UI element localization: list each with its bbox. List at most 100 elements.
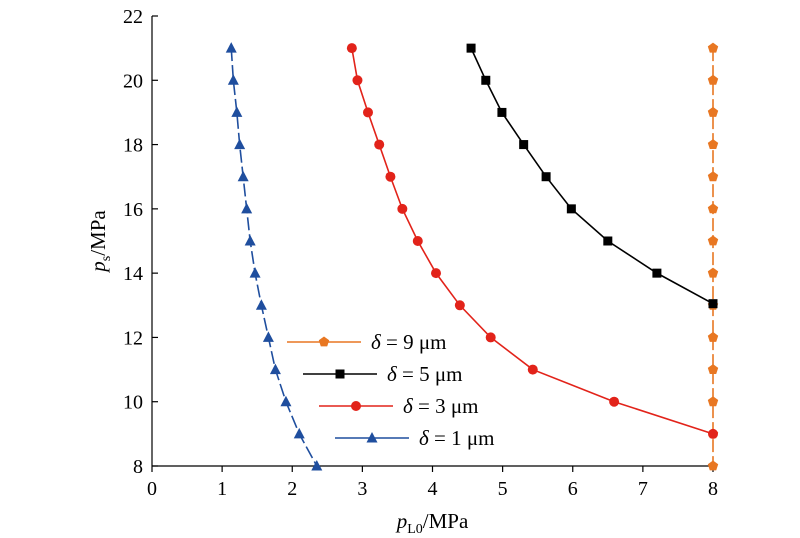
legend-label-symbol: δ <box>371 330 382 354</box>
y-tick-label: 20 <box>123 70 143 92</box>
data-point <box>707 203 719 214</box>
legend-label-symbol: δ <box>387 362 398 386</box>
data-point <box>397 203 408 214</box>
y-tick-label: 16 <box>123 199 143 221</box>
data-point <box>707 139 719 149</box>
legend-label-symbol: δ <box>403 394 414 418</box>
data-point <box>225 42 237 53</box>
data-point <box>541 172 551 182</box>
data-point <box>707 106 719 117</box>
data-point <box>707 42 719 53</box>
data-point <box>707 171 719 182</box>
legend-marker <box>351 401 361 411</box>
data-point <box>454 300 465 311</box>
legend-entry: δ = 1 μm <box>335 426 494 450</box>
data-point <box>241 202 253 214</box>
data-point <box>708 299 718 309</box>
legend-marker <box>318 336 330 347</box>
x-axis-title-main: p <box>395 509 408 533</box>
data-point <box>485 332 496 343</box>
legend-label-value: = 3 μm <box>413 394 479 418</box>
data-point <box>262 331 274 342</box>
data-point <box>280 395 292 407</box>
x-tick-label: 5 <box>498 478 508 500</box>
data-point <box>708 428 718 439</box>
data-point <box>707 396 719 407</box>
x-tick-label: 8 <box>708 478 718 500</box>
data-point <box>244 235 256 246</box>
data-point <box>652 268 662 278</box>
data-point <box>481 75 491 85</box>
data-point <box>255 299 267 310</box>
data-point <box>707 74 719 85</box>
data-point <box>603 236 613 246</box>
x-axis-title-sub: L0 <box>407 522 423 537</box>
series-triangle <box>225 42 323 471</box>
data-point <box>237 170 249 182</box>
data-point <box>231 106 243 117</box>
y-tick-label: 22 <box>123 6 143 28</box>
data-point <box>346 43 357 54</box>
data-point <box>352 75 363 86</box>
legend-label-symbol: δ <box>419 426 430 450</box>
x-axis-title-unit: /MPa <box>423 509 469 533</box>
legend-marker <box>366 432 378 443</box>
y-axis-title-main: p <box>86 261 110 274</box>
y-tick-label: 18 <box>123 135 143 157</box>
x-tick-label: 7 <box>638 478 648 500</box>
x-tick-label: 4 <box>428 478 438 500</box>
y-tick-label: 10 <box>123 392 143 414</box>
legend-label: δ = 9 μm <box>371 330 446 354</box>
legend-marker <box>335 369 345 379</box>
data-point <box>412 236 423 246</box>
legend-label: δ = 1 μm <box>419 426 494 450</box>
x-tick-label: 2 <box>287 478 297 500</box>
series-line <box>230 48 318 467</box>
data-point <box>519 140 529 150</box>
data-point <box>707 267 719 278</box>
data-point <box>234 138 246 150</box>
legend-label-value: = 1 μm <box>429 426 495 450</box>
data-point <box>707 235 719 246</box>
data-point <box>566 204 576 214</box>
data-point <box>227 74 239 85</box>
y-tick-label: 12 <box>123 327 143 349</box>
series-layer <box>225 42 719 471</box>
legend-label: δ = 3 μm <box>403 394 478 418</box>
legend-entry: δ = 5 μm <box>303 362 462 386</box>
y-tick-label: 8 <box>133 456 143 478</box>
y-axis-title-sub: s <box>99 256 114 261</box>
legend-label: δ = 5 μm <box>387 362 462 386</box>
x-tick-label: 1 <box>217 478 227 500</box>
x-tick-label: 3 <box>357 478 367 500</box>
data-point <box>249 267 261 278</box>
data-point <box>374 139 385 150</box>
data-point <box>707 364 719 374</box>
data-point <box>707 460 719 471</box>
series-line <box>470 47 714 305</box>
data-point <box>269 363 281 375</box>
legend: δ = 9 μmδ = 5 μmδ = 3 μmδ = 1 μm <box>287 330 494 450</box>
data-point <box>497 107 507 117</box>
data-point <box>527 364 538 375</box>
y-tick-label: 14 <box>123 263 143 285</box>
x-tick-label: 0 <box>147 478 157 500</box>
data-point <box>609 396 620 407</box>
y-axis-title-unit: /MPa <box>86 210 110 256</box>
data-point <box>466 43 476 53</box>
legend-label-value: = 9 μm <box>381 330 447 354</box>
x-axis-title: pL0/MPa <box>395 509 469 537</box>
data-point <box>385 171 396 182</box>
x-tick-label: 6 <box>568 478 578 500</box>
data-point <box>293 427 305 439</box>
legend-label-value: = 5 μm <box>397 362 463 386</box>
legend-entry: δ = 9 μm <box>287 330 446 354</box>
data-point <box>362 107 373 118</box>
data-point <box>707 331 719 342</box>
data-point <box>431 268 442 279</box>
y-axis-title: ps/MPa <box>86 210 114 274</box>
series-square <box>466 43 718 309</box>
series-circle <box>346 43 718 439</box>
data-point <box>311 460 323 471</box>
